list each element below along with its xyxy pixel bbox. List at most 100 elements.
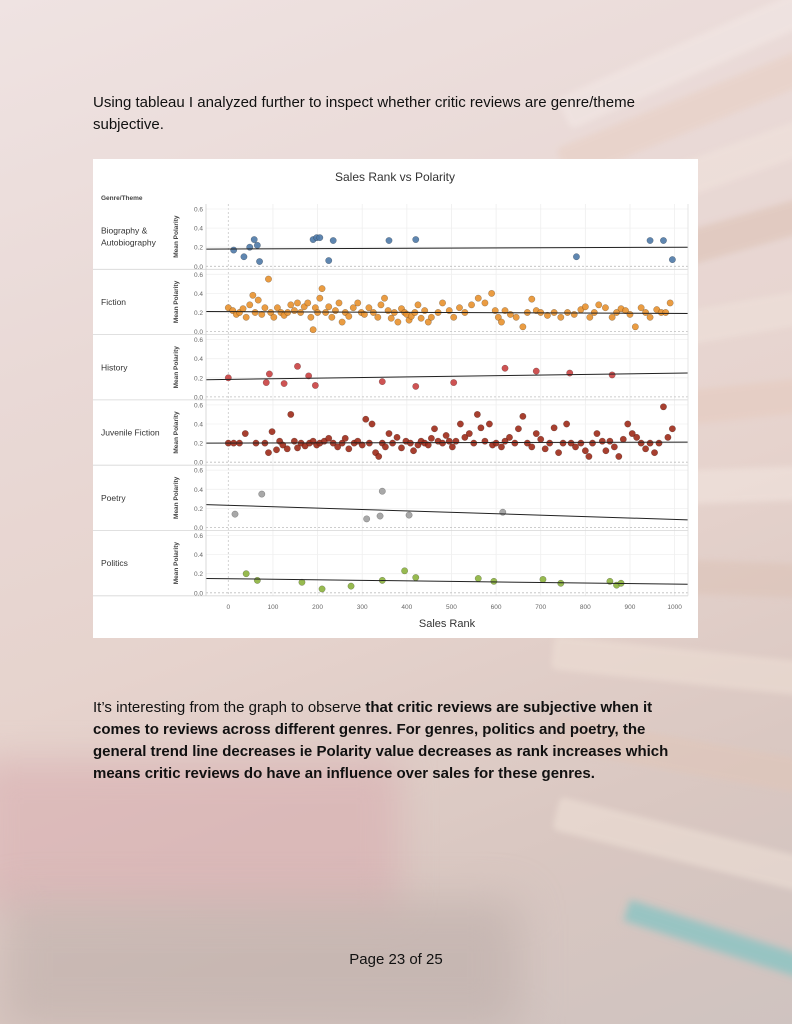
data-point [642,445,650,453]
data-point [283,445,291,453]
y-tick-label: 0.2 [194,245,203,252]
genre-label: Autobiography [101,238,157,248]
data-point [456,420,464,428]
genre-label: Poetry [101,493,126,503]
data-point [601,304,609,312]
data-point [384,307,392,315]
data-point [412,382,420,390]
data-point [572,253,580,261]
data-point [329,237,337,244]
data-point [309,326,317,334]
data-point [424,318,432,326]
data-point [537,435,545,443]
data-point [566,369,574,377]
data-point [287,301,295,309]
data-point [239,305,247,313]
data-point [412,236,420,244]
data-point [345,445,353,453]
data-point [427,434,435,442]
analysis-plain-text: It’s interesting from the graph to obser… [93,699,366,716]
trend-line [205,372,689,381]
y-tick-label: 0.6 [194,207,203,214]
data-point [646,237,654,244]
data-point [608,371,616,379]
data-point [267,309,275,316]
data-point [589,439,596,447]
data-point [354,299,362,307]
data-point [633,433,641,441]
data-point [345,312,353,320]
data-point [270,313,278,321]
data-point [294,444,301,452]
data-point [242,570,250,578]
data-point [341,434,349,442]
data-point [251,309,259,316]
data-point [265,275,272,283]
data-point [481,437,489,445]
data-point [490,577,498,585]
x-axis-label: Sales Rank [419,618,476,630]
data-point [265,449,272,457]
data-point [543,311,551,319]
data-point [563,420,571,428]
data-point [622,307,629,315]
data-point [381,443,389,451]
data-point [511,439,519,447]
data-point [523,439,531,447]
data-point [398,444,405,452]
data-point [590,309,598,316]
data-point [541,445,549,453]
x-tick-label: 200 [312,604,323,611]
data-point [405,511,413,519]
y-tick-label: 0.0 [194,525,203,532]
data-point [284,309,292,316]
data-point [664,433,672,441]
data-point [550,424,558,432]
x-tick-label: 600 [491,604,502,611]
data-point [637,304,645,312]
data-point [231,510,239,518]
data-point [378,378,386,386]
data-point [311,381,319,389]
data-point [325,257,333,265]
data-point [572,443,579,451]
data-point [256,258,264,265]
data-point [318,285,326,293]
data-point [262,379,270,387]
data-point [254,296,262,304]
data-point [539,575,547,583]
data-point [363,515,371,523]
data-point [393,433,401,441]
data-point [613,309,621,316]
data-point [461,433,469,441]
data-point [328,313,336,321]
y-tick-label: 0.6 [194,337,203,344]
data-point [465,430,473,437]
data-point [567,439,575,447]
data-point [452,437,460,445]
data-point [294,299,301,307]
data-point [445,437,453,445]
data-point [318,585,326,593]
data-point [506,310,514,318]
data-point [668,256,676,264]
data-point [448,443,456,451]
y-axis-label: Mean Polarity [173,215,180,258]
data-point [374,313,382,321]
data-point [360,310,368,318]
y-tick-label: 0.2 [194,571,203,578]
data-point [595,301,603,309]
data-point [246,301,254,309]
data-point [401,567,409,575]
data-point [230,246,238,254]
x-tick-label: 800 [580,604,591,611]
genre-label: History [101,362,128,372]
data-point [375,453,383,460]
data-point [477,424,485,432]
trend-line [205,577,689,585]
trend-line [205,441,689,444]
data-point [249,291,257,299]
data-point [314,309,322,316]
analysis-bold-text: that critic reviews are subjective when … [93,699,669,782]
y-tick-label: 0.6 [194,272,203,279]
